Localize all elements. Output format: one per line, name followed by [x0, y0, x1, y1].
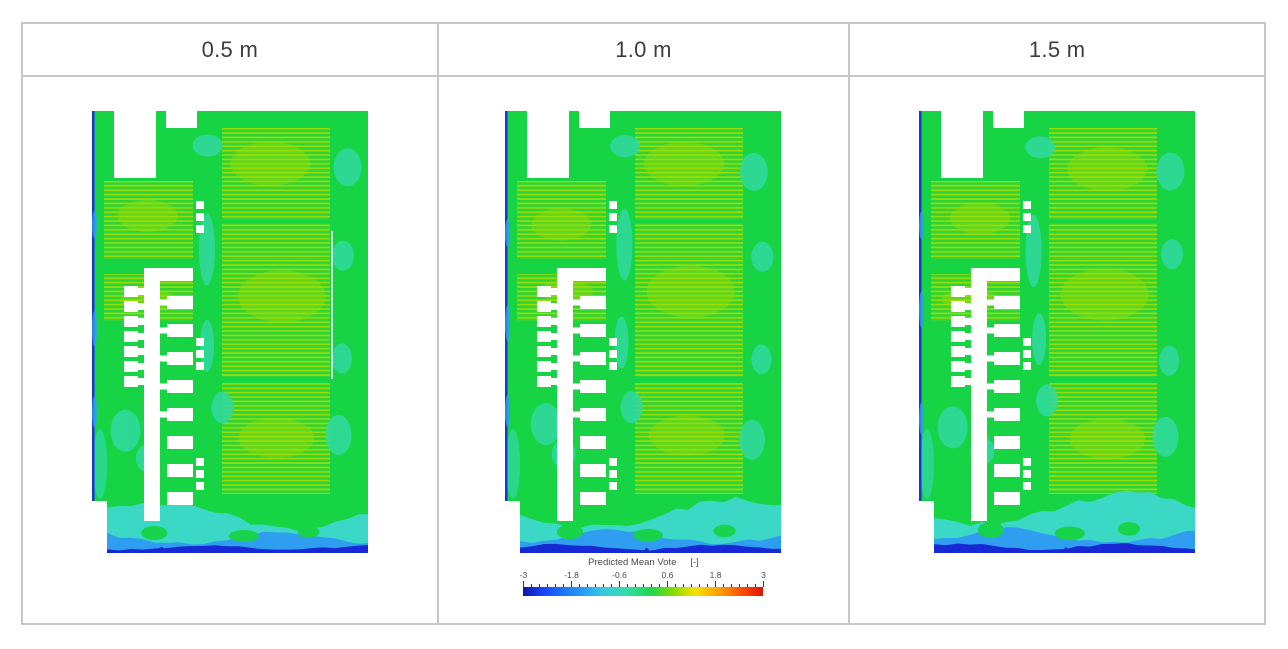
legend-unit: [-] [690, 557, 699, 568]
left-wall-cold-edge [919, 111, 925, 501]
legend-tick-marks [523, 581, 765, 587]
left-wall-cold-edge [91, 111, 97, 501]
major-tick [571, 581, 573, 587]
panel-cell-1.0m: Predicted Mean Vote [-] -3 -1.8 -0.6 0.6 1.8… [436, 77, 851, 623]
minor-tick [587, 584, 589, 587]
contour-plot-1.0m [505, 111, 782, 553]
legend-title-row: Predicted Mean Vote [-] [515, 557, 771, 568]
minor-tick [755, 584, 757, 587]
rack-zones [517, 128, 744, 494]
colorbar-legend: Predicted Mean Vote [-] -3 -1.8 -0.6 0.6 1.8… [515, 557, 771, 596]
minor-tick [675, 584, 677, 587]
cold-entrance-zone [520, 496, 782, 553]
obstructions [123, 201, 204, 521]
panel-header-label: 0.5 m [201, 36, 259, 62]
warm-clouds [531, 141, 736, 456]
minor-tick [555, 584, 557, 587]
minor-tick [683, 584, 685, 587]
cold-entrance-zone [106, 501, 368, 553]
minor-tick [611, 584, 613, 587]
panel-header-1.5m: 1.5 m [850, 24, 1264, 77]
legend-tick-label: -1.8 [564, 570, 579, 580]
legend-scale: -3 -1.8 -0.6 0.6 1.8 3 [519, 570, 766, 596]
cold-entrance-zone [934, 490, 1196, 553]
minor-tick [699, 584, 701, 587]
legend-tick-label: 0.6 [661, 570, 674, 580]
legend-tick-label: 3 [761, 570, 766, 580]
left-wall-cold-edge [505, 111, 511, 501]
minor-tick [547, 584, 549, 587]
minor-tick [635, 584, 637, 587]
minor-tick [539, 584, 541, 587]
left-edge-cool-wisp [92, 429, 107, 499]
minor-tick [723, 584, 725, 587]
panel-cell-1.5m [850, 77, 1264, 623]
minor-tick [643, 584, 645, 587]
major-tick [523, 581, 525, 587]
major-tick [715, 581, 717, 587]
panel-header-1.0m: 1.0 m [436, 24, 851, 77]
left-edge-cool-wisp [506, 429, 521, 499]
legend-tick-label: -0.6 [612, 570, 627, 580]
minor-tick [651, 584, 653, 587]
legend-colorbar [523, 587, 764, 596]
minor-tick [659, 584, 661, 587]
minor-tick [627, 584, 629, 587]
obstructions [537, 201, 618, 521]
obstructions [951, 201, 1032, 521]
minor-tick [579, 584, 581, 587]
major-tick [667, 581, 669, 587]
legend-title: Predicted Mean Vote [588, 557, 677, 568]
panel-header-0.5m: 0.5 m [23, 24, 437, 77]
major-tick [619, 581, 621, 587]
left-edge-cool-wisp [920, 429, 935, 499]
panel-header-label: 1.5 m [1028, 36, 1086, 62]
minor-tick [731, 584, 733, 587]
minor-tick [595, 584, 597, 587]
cool-patches [937, 136, 1185, 465]
minor-tick [707, 584, 709, 587]
minor-tick [691, 584, 693, 587]
minor-tick [747, 584, 749, 587]
thin-partition-line [330, 231, 333, 379]
contour-plot-1.5m [919, 111, 1196, 553]
legend-tick-label: -3 [519, 570, 528, 580]
legend-tick-labels: -3 -1.8 -0.6 0.6 1.8 3 [519, 570, 766, 581]
minor-tick [739, 584, 741, 587]
cool-patches [531, 135, 774, 469]
legend-tick-label: 1.8 [709, 570, 722, 580]
minor-tick [563, 584, 565, 587]
contour-plot-0.5m [91, 111, 368, 553]
comparison-table: 0.5 m 1.0 m 1.5 m Predicted Mean Vote [-… [21, 22, 1266, 625]
rack-zones [103, 128, 330, 494]
minor-tick [531, 584, 533, 587]
panel-header-label: 1.0 m [615, 36, 672, 62]
minor-tick [603, 584, 605, 587]
major-tick [763, 581, 765, 587]
panel-cell-0.5m [23, 77, 437, 623]
